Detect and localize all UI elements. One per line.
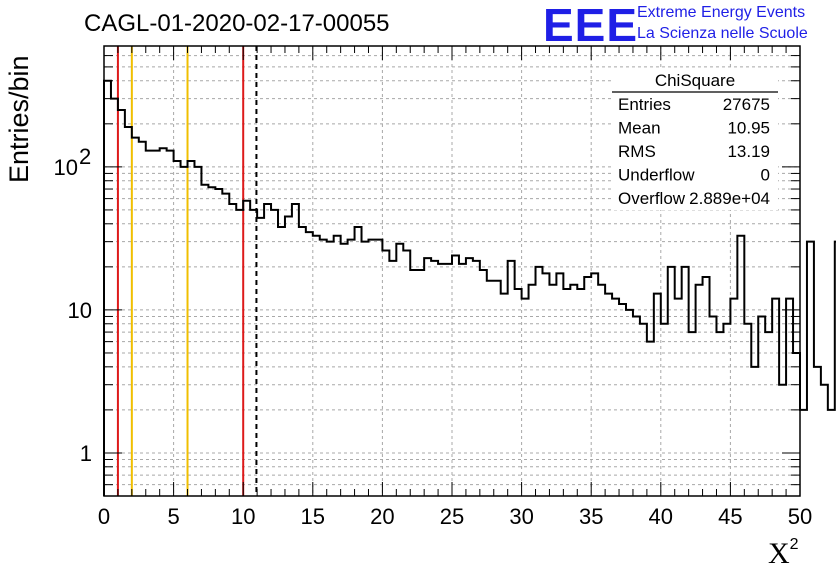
y-tick-label: 10 [68, 298, 92, 323]
x-axis-label-exponent: 2 [789, 536, 799, 553]
x-axis-label: X2 [768, 536, 799, 571]
x-tick-label: 45 [718, 504, 742, 529]
y-tick-label: 1 [80, 441, 92, 466]
x-tick-label: 25 [440, 504, 464, 529]
stats-row-value: 27675 [723, 95, 770, 114]
x-tick-label: 15 [301, 504, 325, 529]
eee-logo-mark: EEE [543, 0, 639, 51]
histogram-outline [103, 79, 836, 496]
stats-box-name: ChiSquare [655, 71, 735, 90]
x-tick-label: 10 [231, 504, 255, 529]
stats-row-value: 10.95 [727, 119, 770, 138]
marker-lines-layer [116, 46, 258, 496]
x-tick-label: 50 [788, 504, 812, 529]
stats-row-label: RMS [618, 142, 656, 161]
stats-box: ChiSquare Entries 27675 Mean 10.95 RMS 13.19 Un… [612, 68, 778, 210]
y-tick-label: 10 [54, 155, 78, 180]
x-tick-label: 0 [98, 504, 110, 529]
stats-row-value: 2.889e+04 [689, 189, 770, 208]
x-tick-label: 5 [167, 504, 179, 529]
logo-line-1: Extreme Energy Events [637, 4, 806, 21]
chart-title: CAGL-01-2020-02-17-00055 [84, 10, 390, 37]
x-tick-label: 35 [579, 504, 603, 529]
x-tick-label: 20 [370, 504, 394, 529]
y-tick-label-exponent: 2 [79, 144, 91, 169]
x-tick-label: 30 [509, 504, 533, 529]
stats-row-label: Overflow [618, 189, 686, 208]
histogram-layer [103, 79, 836, 496]
x-tick-label: 40 [649, 504, 673, 529]
stats-row-label: Entries [618, 95, 671, 114]
stats-row-label: Mean [618, 119, 661, 138]
stats-row-value: 13.19 [727, 142, 770, 161]
stats-row-label: Underflow [618, 166, 695, 185]
stats-row-value: 0 [761, 166, 770, 185]
logo-line-2: La Scienza nelle Scuole [637, 25, 808, 42]
x-axis-label-text: X [768, 537, 790, 570]
